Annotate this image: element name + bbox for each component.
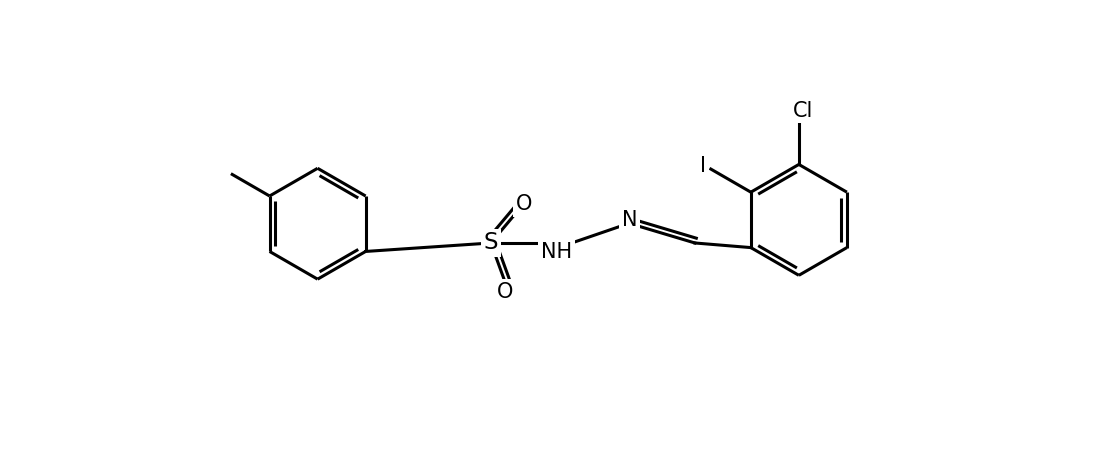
Text: O: O: [497, 282, 514, 302]
Text: S: S: [484, 231, 498, 254]
Text: Cl: Cl: [792, 101, 813, 120]
Text: NH: NH: [541, 242, 572, 262]
Text: N: N: [622, 210, 637, 230]
Text: I: I: [700, 156, 706, 176]
Text: O: O: [516, 194, 532, 214]
